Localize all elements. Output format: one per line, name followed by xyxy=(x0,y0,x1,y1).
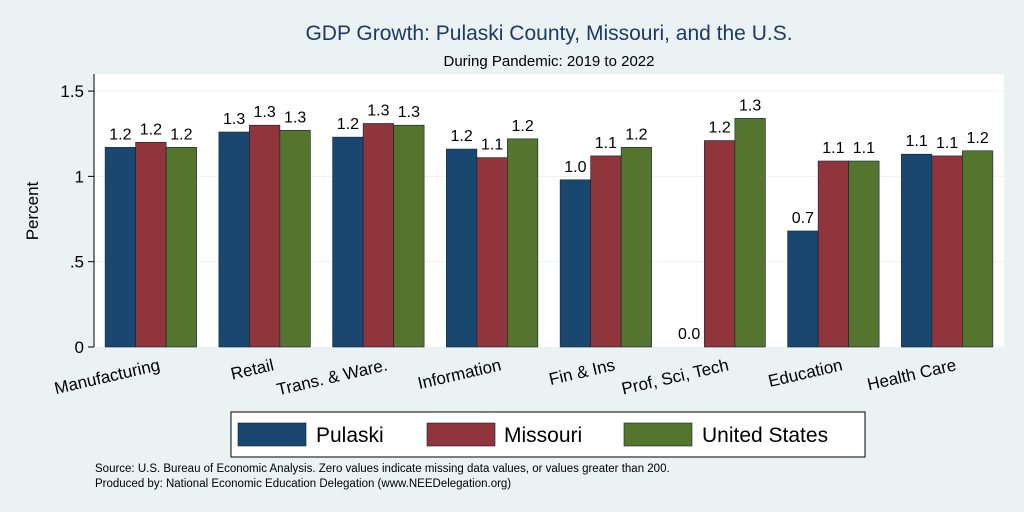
data-label-pulaski-prof-sci-tech: 0.0 xyxy=(678,326,700,343)
data-label-missouri-trans-ware: 1.3 xyxy=(367,102,389,119)
x-category-label-education: Education xyxy=(766,355,844,391)
data-label-united-states-prof-sci-tech: 1.3 xyxy=(739,97,761,114)
bar-missouri-education xyxy=(817,160,849,348)
bar-missouri-retail xyxy=(249,124,281,348)
x-category-label-health-care: Health Care xyxy=(865,355,958,394)
data-label-pulaski-fin-ins: 1.0 xyxy=(564,159,586,176)
data-label-united-states-retail: 1.3 xyxy=(284,109,306,126)
data-label-pulaski-education: 0.7 xyxy=(792,210,814,227)
data-label-united-states-education: 1.1 xyxy=(853,140,875,157)
data-label-pulaski-retail: 1.3 xyxy=(223,111,245,128)
chart-title: GDP Growth: Pulaski County, Missouri, an… xyxy=(305,22,792,45)
legend-swatch-pulaski xyxy=(237,422,307,447)
bar-united-states-prof-sci-tech xyxy=(734,118,766,348)
y-axis-label: Percent xyxy=(23,181,42,240)
bar-united-states-information xyxy=(507,138,539,348)
bar-united-states-retail xyxy=(279,130,311,348)
data-label-united-states-information: 1.2 xyxy=(512,118,534,135)
data-label-pulaski-trans-ware: 1.2 xyxy=(337,116,359,133)
bars xyxy=(104,118,994,348)
legend-swatch-missouri xyxy=(426,422,496,447)
bar-pulaski-health-care xyxy=(901,153,933,348)
bar-united-states-health-care xyxy=(962,150,994,348)
data-label-missouri-prof-sci-tech: 1.2 xyxy=(709,120,731,137)
data-label-missouri-manufacturing: 1.2 xyxy=(140,121,162,138)
source-note: Source: U.S. Bureau of Economic Analysis… xyxy=(95,463,670,475)
legend-label-pulaski: Pulaski xyxy=(316,424,384,447)
bar-missouri-information xyxy=(476,157,508,348)
y-tick-label: 1 xyxy=(75,167,84,186)
data-label-missouri-education: 1.1 xyxy=(822,140,844,157)
x-category-label-information: Information xyxy=(416,355,503,393)
data-label-united-states-manufacturing: 1.2 xyxy=(170,126,192,143)
data-label-pulaski-manufacturing: 1.2 xyxy=(109,126,131,143)
data-label-united-states-health-care: 1.2 xyxy=(967,130,989,147)
bar-missouri-prof-sci-tech xyxy=(704,140,736,348)
data-label-pulaski-information: 1.2 xyxy=(451,128,473,145)
legend-label-united-states: United States xyxy=(702,424,828,447)
bar-pulaski-trans-ware xyxy=(332,136,364,348)
x-category-labels: Manufacturing Retail Trans. & Ware. Informa… xyxy=(53,355,958,399)
legend-box xyxy=(230,411,866,458)
data-label-missouri-fin-ins: 1.1 xyxy=(595,135,617,152)
bar-missouri-trans-ware xyxy=(362,123,394,348)
bar-united-states-education xyxy=(848,160,880,348)
bar-united-states-fin-ins xyxy=(620,147,652,348)
bar-missouri-manufacturing xyxy=(135,141,167,348)
x-category-label-trans-ware: Trans. & Ware. xyxy=(275,355,389,399)
bar-pulaski-retail xyxy=(218,131,250,348)
x-category-label-prof-sci-tech: Prof, Sci, Tech xyxy=(620,355,731,398)
legend: Pulaski Missouri United States xyxy=(230,411,866,458)
bar-united-states-trans-ware xyxy=(393,124,425,348)
data-label-pulaski-health-care: 1.1 xyxy=(906,133,928,150)
bar-missouri-fin-ins xyxy=(590,155,622,348)
x-category-label-fin-ins: Fin & Ins xyxy=(547,355,617,389)
data-label-missouri-health-care: 1.1 xyxy=(936,135,958,152)
data-label-united-states-fin-ins: 1.2 xyxy=(625,126,647,143)
y-tick-label: 1.5 xyxy=(60,82,84,101)
x-category-label-manufacturing: Manufacturing xyxy=(53,355,162,398)
data-label-missouri-information: 1.1 xyxy=(481,137,503,154)
produced-by-note: Produced by: National Economic Education… xyxy=(95,478,511,490)
bar-pulaski-information xyxy=(446,148,478,348)
data-label-missouri-retail: 1.3 xyxy=(254,104,276,121)
data-label-united-states-trans-ware: 1.3 xyxy=(398,104,420,121)
legend-swatch-united-states xyxy=(623,422,693,447)
chart-subtitle: During Pandemic: 2019 to 2022 xyxy=(444,53,655,70)
bar-united-states-manufacturing xyxy=(165,147,197,348)
y-tick-label: .5 xyxy=(70,253,84,272)
y-ticks: 0 .5 1 1.5 xyxy=(60,82,94,357)
data-labels: 1.2 1.2 1.2 1.3 1.3 1.3 1.2 1.3 1.3 1.2 1.1 1.2 1.0 1… xyxy=(109,97,989,343)
bar-pulaski-fin-ins xyxy=(559,179,591,348)
legend-label-missouri: Missouri xyxy=(504,424,582,447)
x-category-label-retail: Retail xyxy=(229,355,276,383)
bar-pulaski-education xyxy=(787,230,819,348)
bar-missouri-health-care xyxy=(931,155,963,348)
bar-pulaski-manufacturing xyxy=(104,147,136,348)
y-tick-label: 0 xyxy=(75,338,84,357)
